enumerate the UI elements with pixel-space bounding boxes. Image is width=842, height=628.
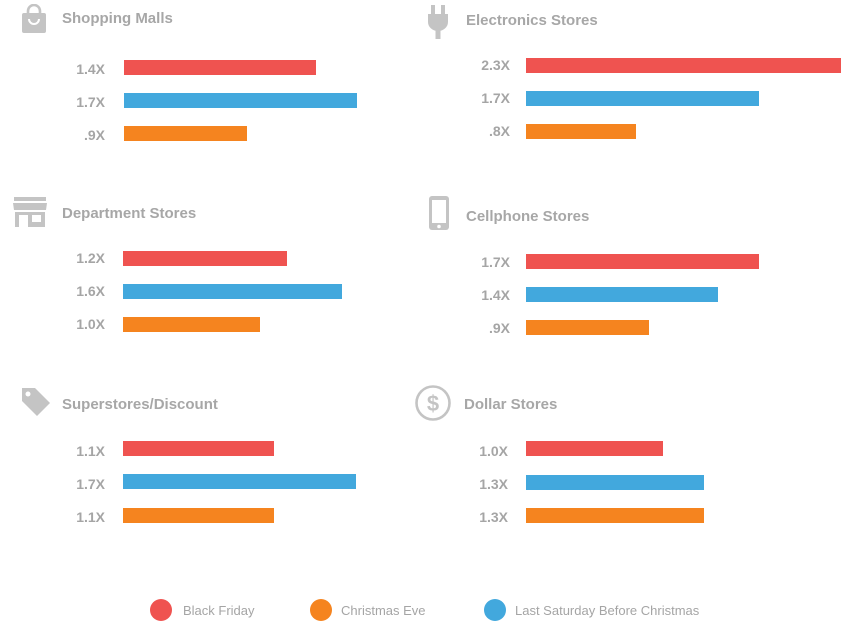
value-label: .8X bbox=[488, 123, 510, 139]
chart-panel-shopping-malls: Shopping Malls 1.4X 1.7X .9X bbox=[0, 0, 420, 170]
bar-last-saturday bbox=[526, 475, 704, 490]
plug-icon bbox=[425, 3, 455, 39]
bar-last-saturday bbox=[123, 474, 356, 489]
bar-black-friday bbox=[123, 441, 274, 456]
dollar-circle-icon: $ bbox=[414, 384, 451, 421]
panel-title: Cellphone Stores bbox=[466, 208, 590, 225]
bar-christmas-eve bbox=[526, 124, 636, 139]
value-label: 1.7X bbox=[481, 254, 510, 270]
value-label: 1.3X bbox=[479, 476, 508, 492]
bar-christmas-eve bbox=[526, 320, 649, 335]
bar-last-saturday bbox=[124, 93, 357, 108]
bar-last-saturday bbox=[526, 91, 759, 106]
panel-title: Dollar Stores bbox=[464, 396, 558, 413]
chart-panel-department-stores: Department Stores 1.2X 1.6X 1.0X bbox=[0, 190, 420, 360]
value-label: .9X bbox=[488, 320, 510, 336]
bar-christmas-eve bbox=[123, 317, 260, 332]
legend-label: Last Saturday Before Christmas bbox=[515, 603, 700, 618]
chart-panel-dollar-stores: $ Dollar Stores 1.0X 1.3X 1.3X bbox=[404, 380, 824, 550]
legend-label: Christmas Eve bbox=[341, 603, 426, 618]
bar-black-friday bbox=[526, 441, 663, 456]
panel-title: Electronics Stores bbox=[466, 12, 598, 29]
chart-panel-cellphone-stores: Cellphone Stores 1.7X 1.4X .9X bbox=[404, 190, 824, 360]
storefront-icon bbox=[12, 196, 47, 230]
bar-black-friday bbox=[526, 254, 759, 269]
value-label: 1.7X bbox=[76, 94, 105, 110]
value-label: 1.1X bbox=[76, 443, 105, 459]
value-label: 1.2X bbox=[76, 250, 105, 266]
shopping-bag-icon bbox=[20, 3, 50, 38]
value-label: 2.3X bbox=[481, 57, 510, 73]
legend-swatch-christmas-eve bbox=[310, 599, 332, 621]
bar-last-saturday bbox=[123, 284, 342, 299]
bar-black-friday bbox=[123, 251, 287, 266]
panel-title: Department Stores bbox=[62, 205, 197, 222]
value-label: 1.7X bbox=[481, 90, 510, 106]
legend: Black Friday Christmas Eve Last Saturday… bbox=[0, 598, 842, 624]
value-label: 1.6X bbox=[76, 283, 105, 299]
legend-swatch-black-friday bbox=[150, 599, 172, 621]
value-label: 1.4X bbox=[481, 287, 510, 303]
legend-swatch-last-saturday bbox=[484, 599, 506, 621]
value-label: 1.3X bbox=[479, 509, 508, 525]
panel-title: Superstores/Discount bbox=[62, 396, 218, 413]
value-label: 1.1X bbox=[76, 509, 105, 525]
bar-black-friday bbox=[526, 58, 841, 73]
chart-panel-superstores-discount: Superstores/Discount 1.1X 1.7X 1.1X bbox=[0, 380, 420, 550]
price-tag-icon bbox=[20, 386, 50, 420]
bar-black-friday bbox=[124, 60, 316, 75]
value-label: .9X bbox=[83, 127, 105, 143]
value-label: 1.4X bbox=[76, 61, 105, 77]
value-label: 1.0X bbox=[479, 443, 508, 459]
chart-panel-electronics-stores: Electronics Stores 2.3X 1.7X .8X bbox=[404, 0, 841, 170]
legend-label: Black Friday bbox=[183, 603, 255, 618]
svg-text:$: $ bbox=[427, 391, 439, 416]
bar-christmas-eve bbox=[526, 508, 704, 523]
value-label: 1.7X bbox=[76, 476, 105, 492]
bar-christmas-eve bbox=[123, 508, 274, 523]
bar-last-saturday bbox=[526, 287, 718, 302]
panel-title: Shopping Malls bbox=[62, 10, 173, 27]
smartphone-icon bbox=[428, 195, 458, 230]
bar-christmas-eve bbox=[124, 126, 247, 141]
value-label: 1.0X bbox=[76, 316, 105, 332]
